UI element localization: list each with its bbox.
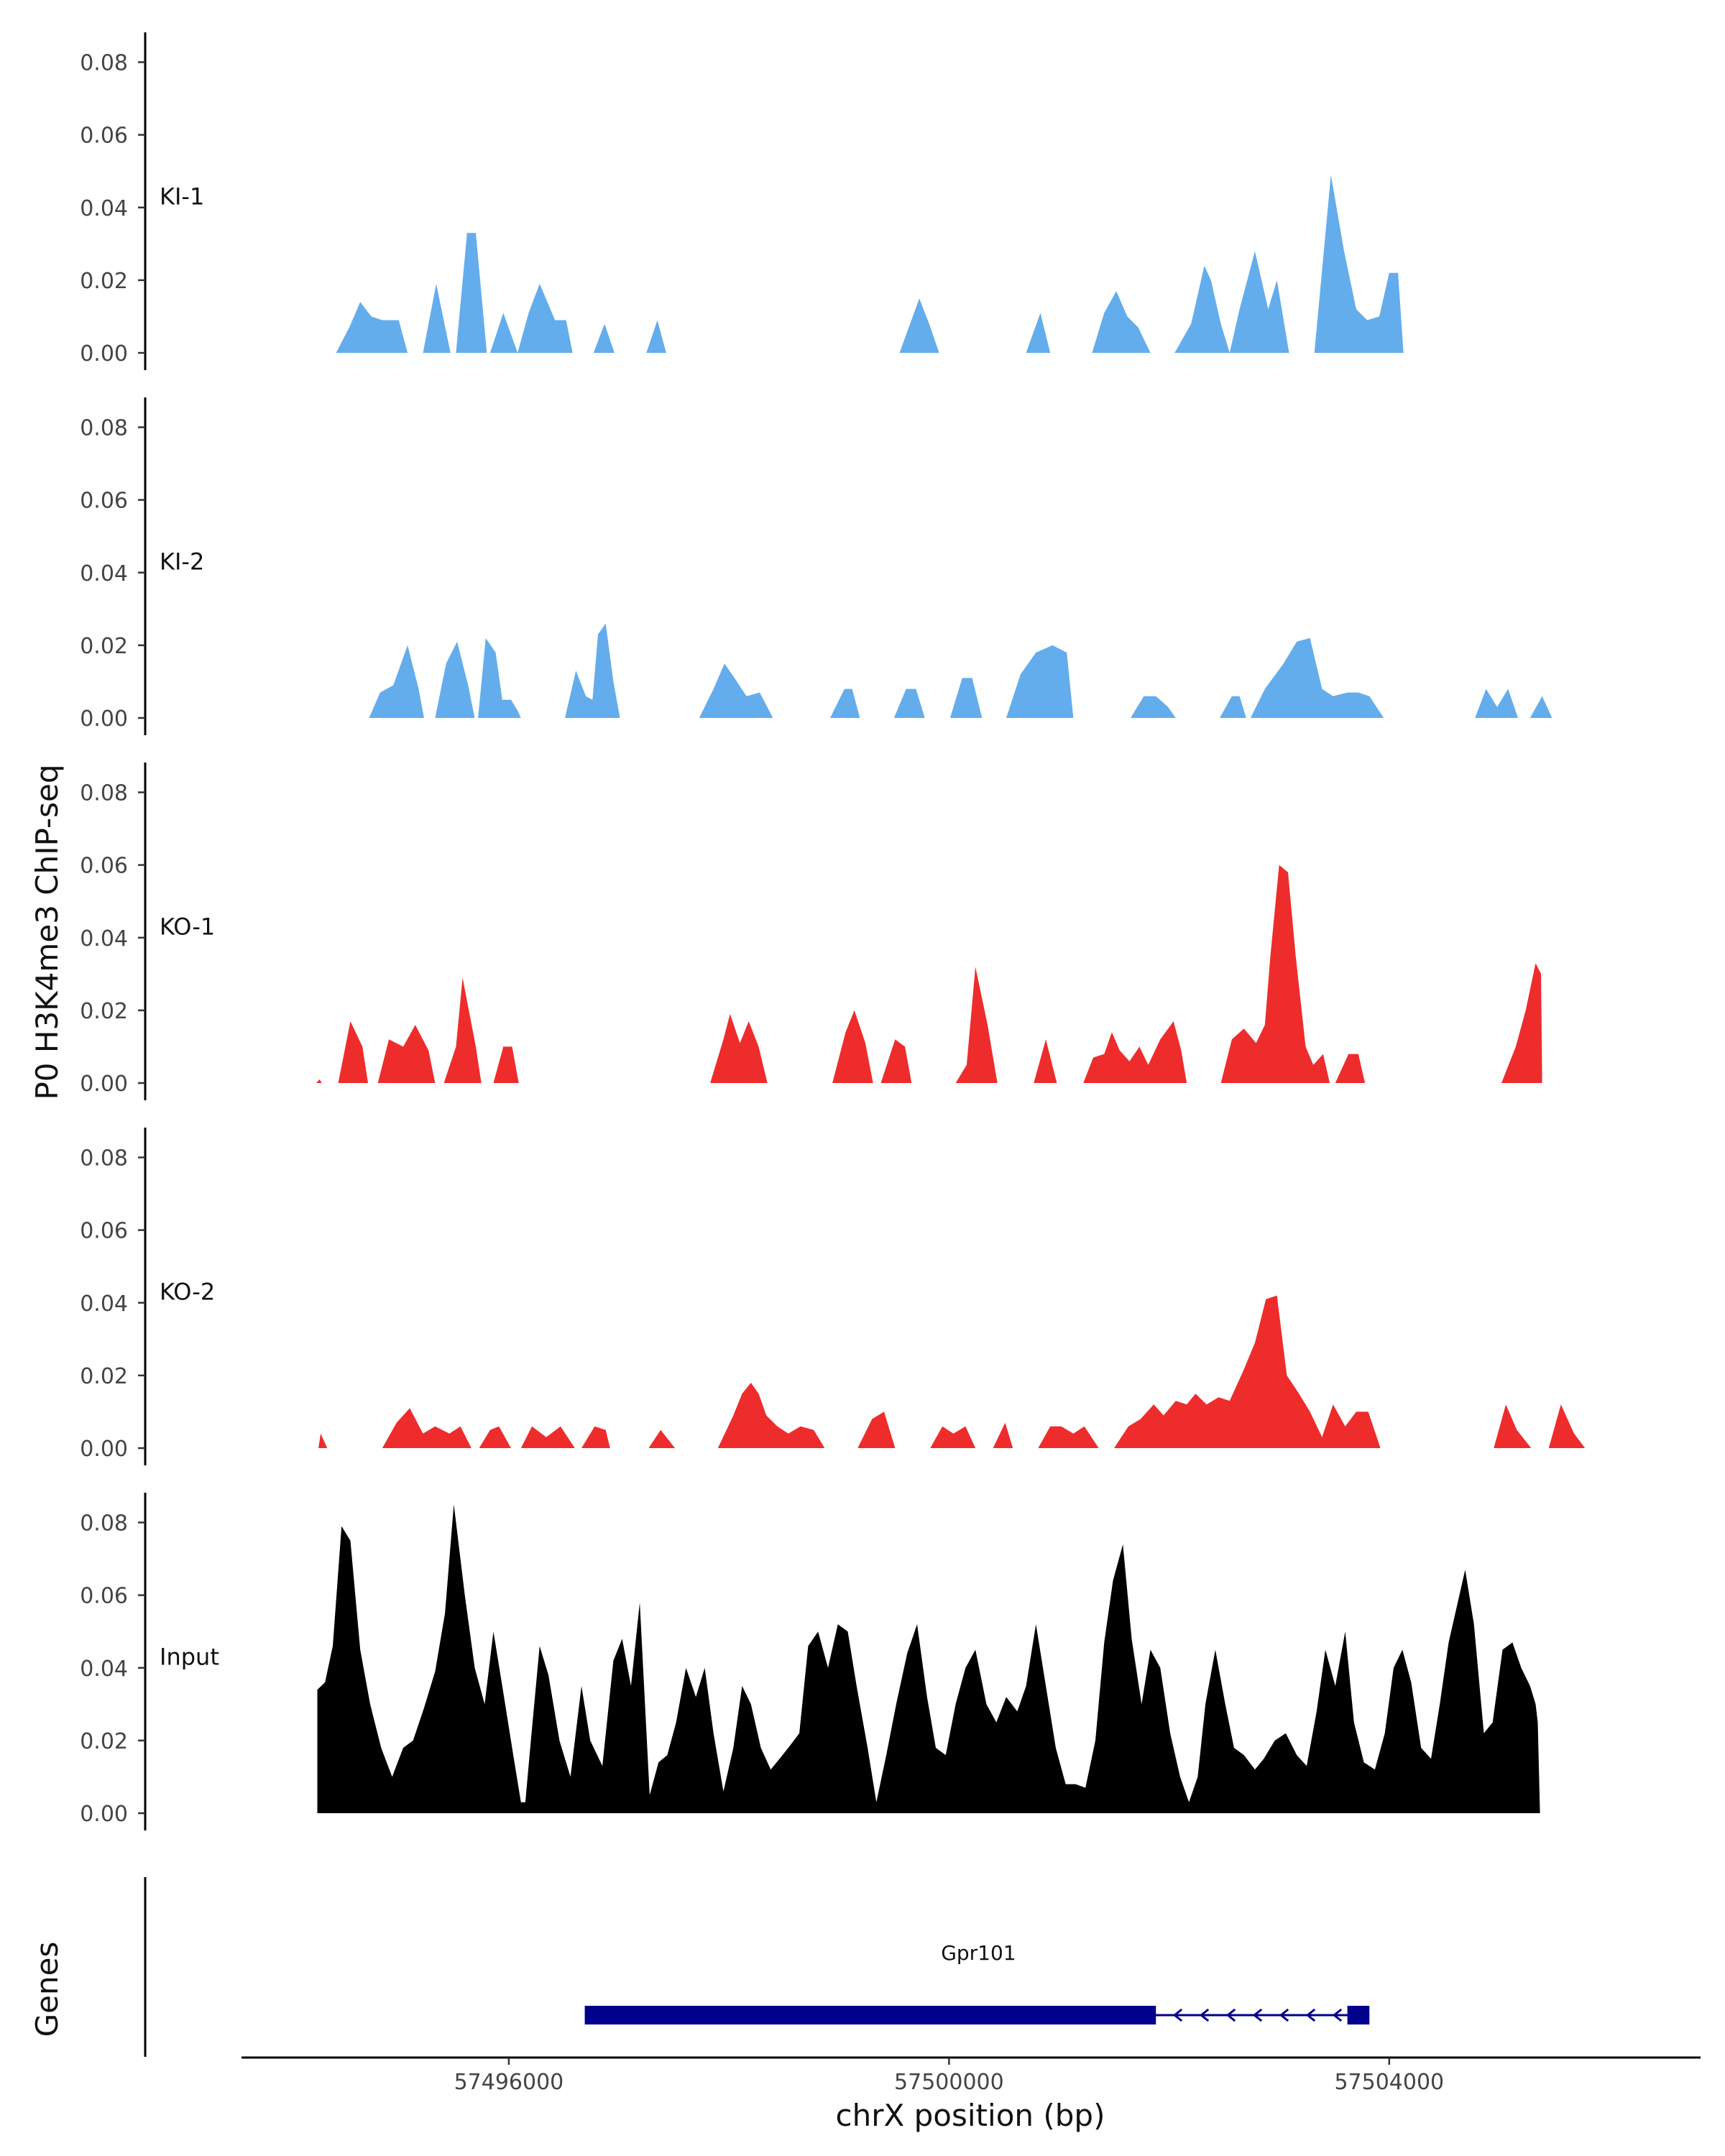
x-tick-label: 57500000 (894, 2070, 1004, 2095)
y-tick-label: 0.02 (80, 999, 128, 1024)
genes-track-title: Genes (29, 1942, 65, 2037)
track-panel-ki-2: 0.00 0.02 0.04 0.06 0.08 KI-2 (80, 397, 1552, 735)
x-tick-label: 57504000 (1334, 2070, 1444, 2095)
y-axis-title: P0 H3K4me3 ChIP-seq (29, 764, 65, 1100)
strand-arrow (1225, 2008, 1236, 2022)
y-tick-label: 0.04 (80, 1291, 128, 1317)
track-label-ko-1: KO-1 (160, 913, 215, 941)
y-tick-label: 0.08 (80, 416, 128, 441)
x-tick-label: 57496000 (454, 2070, 564, 2095)
strand-arrow (1172, 2008, 1183, 2022)
y-tick-label: 0.04 (80, 1657, 128, 1682)
y-tick-label: 0.00 (80, 1802, 128, 1827)
y-tick-label: 0.00 (80, 341, 128, 367)
y-tick-label: 0.04 (80, 196, 128, 221)
x-axis-title: chrX position (bp) (836, 2098, 1105, 2133)
series-area-ko-2 (318, 1295, 1586, 1448)
track-label-ki-2: KI-2 (160, 548, 204, 576)
y-tick-label: 0.00 (80, 706, 128, 732)
gene-exon (584, 2006, 1156, 2024)
y-tick-label: 0.04 (80, 926, 128, 952)
y-tick-label: 0.04 (80, 561, 128, 586)
y-tick-label: 0.02 (80, 1729, 128, 1754)
y-tick-label: 0.08 (80, 1146, 128, 1171)
track-panel-ko-2: 0.00 0.02 0.04 0.06 0.08 KO-2 (80, 1128, 1586, 1465)
strand-arrow (1332, 2008, 1343, 2022)
series-area-input (317, 1504, 1540, 1813)
strand-arrow (1279, 2008, 1289, 2022)
track-panel-ki-1: 0.00 0.02 0.04 0.06 0.08 KI-1 (80, 32, 1404, 370)
y-tick-label: 0.06 (80, 1584, 128, 1609)
track-panel-ko-1: 0.00 0.02 0.04 0.06 0.08 KO-1 (80, 763, 1542, 1100)
y-tick-label: 0.06 (80, 489, 128, 514)
track-label-ko-2: KO-2 (160, 1279, 215, 1306)
y-tick-label: 0.08 (80, 781, 128, 806)
y-tick-label: 0.06 (80, 854, 128, 879)
y-tick-label: 0.02 (80, 1364, 128, 1389)
y-tick-label: 0.08 (80, 51, 128, 76)
y-tick-label: 0.08 (80, 1511, 128, 1537)
track-label-ki-1: KI-1 (160, 183, 204, 211)
track-label-input: Input (160, 1644, 219, 1671)
series-area-ki-2 (369, 623, 1552, 718)
strand-arrow (1305, 2008, 1316, 2022)
y-tick-label: 0.06 (80, 124, 128, 149)
series-area-ki-1 (336, 175, 1404, 353)
strand-arrow (1252, 2008, 1263, 2022)
y-tick-label: 0.06 (80, 1219, 128, 1244)
gene-name-label: Gpr101 (941, 1941, 1016, 1965)
gene-exon (1347, 2006, 1370, 2024)
y-tick-label: 0.02 (80, 634, 128, 659)
y-tick-label: 0.00 (80, 1437, 128, 1462)
strand-arrow (1199, 2008, 1210, 2022)
y-tick-label: 0.02 (80, 269, 128, 294)
series-area-ko-1 (316, 865, 1542, 1083)
y-tick-label: 0.00 (80, 1072, 128, 1097)
track-panel-input: 0.00 0.02 0.04 0.06 0.08 Input (80, 1493, 1540, 1830)
